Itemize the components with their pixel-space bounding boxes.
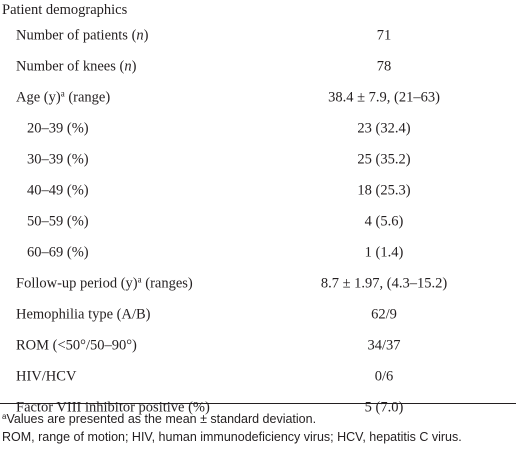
row-label: ROM (<50°/50–90°) <box>16 337 137 354</box>
table-row-age-40-49: 40–49 (%) 18 (25.3) <box>0 176 516 206</box>
row-value: 34/37 <box>367 337 401 354</box>
table-bottom-rule <box>0 403 516 404</box>
row-value: 23 (32.4) <box>357 120 411 137</box>
row-label: 60–69 (%) <box>27 244 89 261</box>
table-row-hemophilia-type: Hemophilia type (A/B) 62/9 <box>0 300 516 330</box>
row-label: Number of patients (n) <box>16 27 149 44</box>
row-value: 0/6 <box>374 368 394 385</box>
row-value: 18 (25.3) <box>357 182 411 199</box>
row-label: 20–39 (%) <box>27 120 89 137</box>
row-label: 40–49 (%) <box>27 182 89 199</box>
row-value: 1 (1.4) <box>364 244 404 261</box>
row-value: 71 <box>376 27 392 44</box>
row-value: 25 (35.2) <box>357 151 411 168</box>
row-label: HIV/HCV <box>16 368 77 385</box>
table-row-rom: ROM (<50°/50–90°) 34/37 <box>0 331 516 361</box>
row-value: 78 <box>376 58 392 75</box>
table-row-age-50-59: 50–59 (%) 4 (5.6) <box>0 207 516 237</box>
row-label: 50–59 (%) <box>27 213 89 230</box>
table-footnotes: aValues are presented as the mean ± stan… <box>0 403 516 446</box>
footnote-abbreviations: ROM, range of motion; HIV, human immunod… <box>2 430 462 444</box>
table-row-follow-up: Follow-up period (y)a (ranges) 8.7 ± 1.9… <box>0 269 516 299</box>
table-row-patients: Number of patients (n) 71 <box>0 21 516 51</box>
table-row-age-60-69: 60–69 (%) 1 (1.4) <box>0 238 516 268</box>
table-caption: Patient demographics <box>2 2 128 18</box>
table-row-age-30-39: 30–39 (%) 25 (35.2) <box>0 145 516 175</box>
table-row-age-20-39: 20–39 (%) 23 (32.4) <box>0 114 516 144</box>
table-row-hiv-hcv: HIV/HCV 0/6 <box>0 362 516 392</box>
row-value: 4 (5.6) <box>364 213 404 230</box>
row-label: 30–39 (%) <box>27 151 89 168</box>
row-label: Number of knees (n) <box>16 58 137 75</box>
row-value: 38.4 ± 7.9, (21–63) <box>328 89 440 106</box>
row-value: 62/9 <box>371 306 397 323</box>
table-row-knees: Number of knees (n) 78 <box>0 52 516 82</box>
row-label: Hemophilia type (A/B) <box>16 306 151 323</box>
row-label: Age (y)a (range) <box>16 88 111 106</box>
table-row-age: Age (y)a (range) 38.4 ± 7.9, (21–63) <box>0 83 516 113</box>
row-value: 8.7 ± 1.97, (4.3–15.2) <box>320 275 448 292</box>
footnote-a: aValues are presented as the mean ± stan… <box>2 412 317 426</box>
row-label: Follow-up period (y)a (ranges) <box>16 274 193 292</box>
